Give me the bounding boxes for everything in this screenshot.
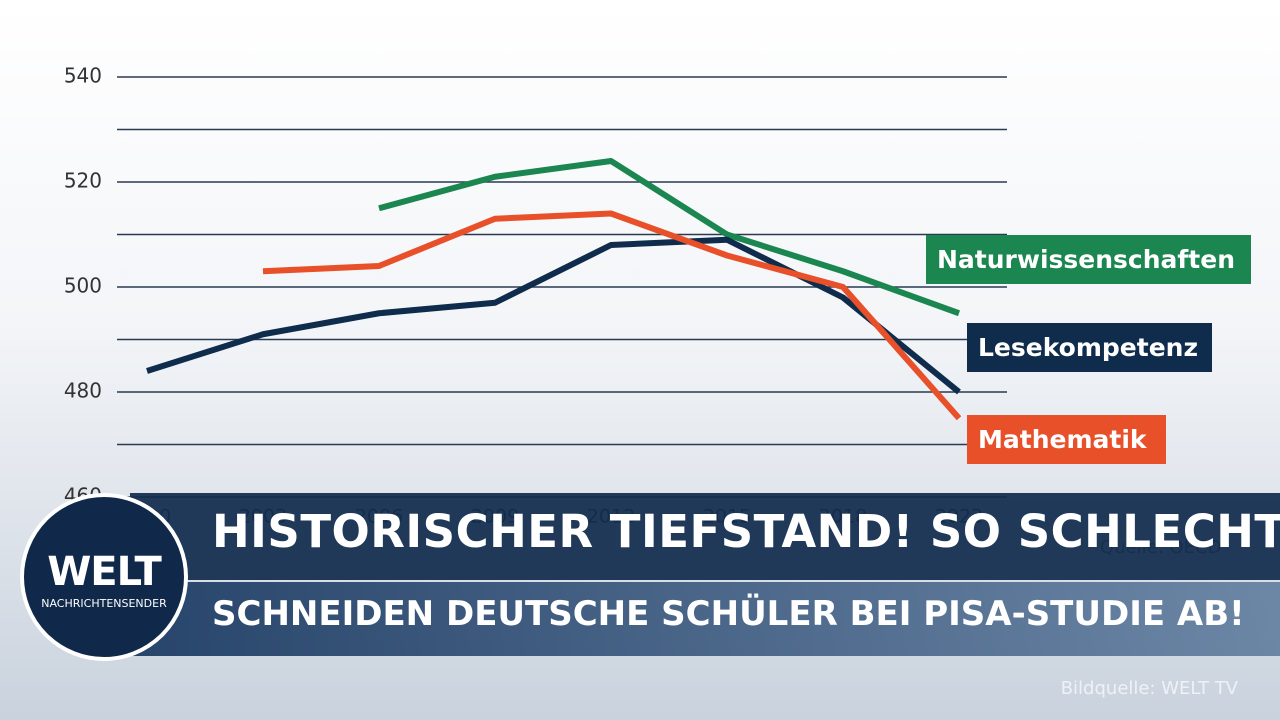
series-line xyxy=(262,210,962,421)
banner-bottom xyxy=(130,582,1280,656)
subheadline: SCHNEIDEN DEUTSCHE SCHÜLER BEI PISA-STUD… xyxy=(212,594,1245,634)
legend-label: Lesekompetenz xyxy=(978,333,1198,362)
logo: WELT NACHRICHTENSENDER xyxy=(20,493,188,661)
legend-box xyxy=(967,415,1166,464)
y-tick-label: 540 xyxy=(64,64,102,88)
legend-box xyxy=(967,323,1212,372)
legend-box xyxy=(926,235,1251,284)
image-credit: Bildquelle: WELT TV xyxy=(1060,678,1238,699)
banner-top xyxy=(130,493,1280,580)
logo-name: WELT xyxy=(47,549,162,595)
logo-subtitle: NACHRICHTENSENDER xyxy=(41,597,167,610)
series-line xyxy=(378,158,961,317)
legend-label: Mathematik xyxy=(978,425,1148,454)
legend-label: Naturwissenschaften xyxy=(937,245,1235,274)
headline: HISTORISCHER TIEFSTAND! SO SCHLECHT xyxy=(212,505,1280,558)
y-tick-label: 480 xyxy=(64,379,102,403)
y-tick-label: 520 xyxy=(64,169,102,193)
series-line xyxy=(146,236,961,395)
y-tick-label: 500 xyxy=(64,274,102,298)
